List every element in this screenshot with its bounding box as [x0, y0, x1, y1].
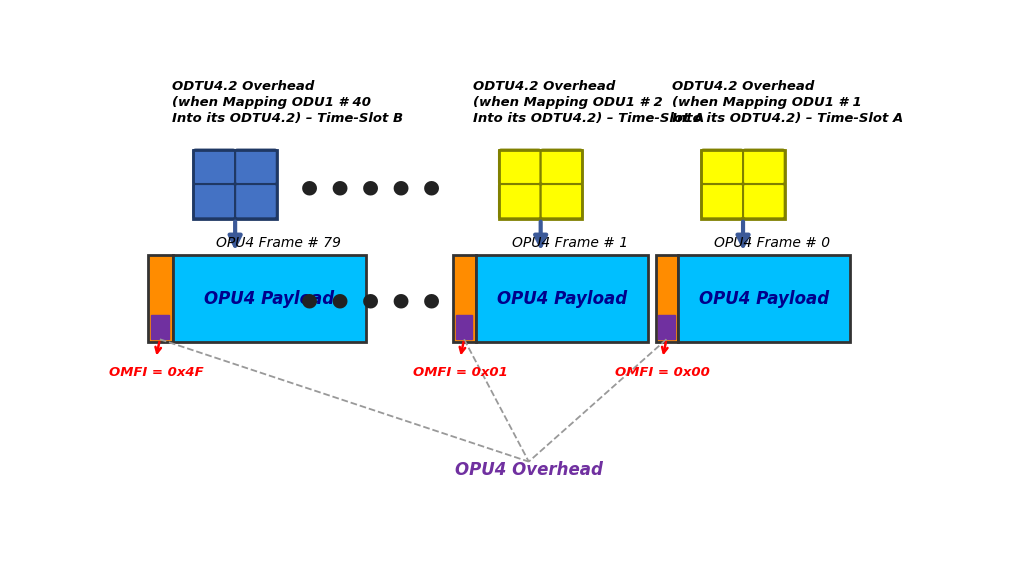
Text: OPU4 Frame # 79: OPU4 Frame # 79	[216, 236, 341, 250]
FancyBboxPatch shape	[151, 315, 169, 339]
FancyBboxPatch shape	[476, 255, 648, 342]
Text: OPU4 Payload: OPU4 Payload	[699, 290, 829, 308]
Text: ●  ●  ●  ●  ●: ● ● ● ● ●	[301, 290, 439, 309]
FancyBboxPatch shape	[655, 255, 678, 342]
Text: OPU4 Frame # 1: OPU4 Frame # 1	[512, 236, 628, 250]
FancyBboxPatch shape	[701, 150, 743, 184]
FancyBboxPatch shape	[499, 150, 541, 184]
Text: ●  ●  ●  ●  ●: ● ● ● ● ●	[301, 177, 439, 196]
FancyBboxPatch shape	[236, 150, 276, 184]
FancyBboxPatch shape	[541, 184, 583, 218]
Text: OMFI = 0x4F: OMFI = 0x4F	[109, 366, 203, 379]
Text: OPU4 Payload: OPU4 Payload	[497, 290, 627, 308]
FancyBboxPatch shape	[541, 150, 583, 184]
Text: ODTU4.2 Overhead
(when Mapping ODU1 # 40
Into its ODTU4.2) – Time-Slot B: ODTU4.2 Overhead (when Mapping ODU1 # 40…	[172, 80, 402, 125]
FancyBboxPatch shape	[743, 184, 784, 218]
Text: OMFI = 0x01: OMFI = 0x01	[413, 366, 508, 379]
Text: OPU4 Frame # 0: OPU4 Frame # 0	[715, 236, 830, 250]
Text: OMFI = 0x00: OMFI = 0x00	[615, 366, 710, 379]
Text: OPU4 Payload: OPU4 Payload	[205, 290, 335, 308]
FancyBboxPatch shape	[194, 150, 236, 184]
FancyBboxPatch shape	[147, 255, 173, 342]
FancyBboxPatch shape	[499, 184, 541, 218]
Text: ODTU4.2 Overhead
(when Mapping ODU1 # 2
Into its ODTU4.2) – Time-Slot A: ODTU4.2 Overhead (when Mapping ODU1 # 2 …	[473, 80, 705, 125]
FancyBboxPatch shape	[658, 315, 675, 339]
FancyBboxPatch shape	[173, 255, 367, 342]
FancyBboxPatch shape	[678, 255, 850, 342]
FancyBboxPatch shape	[236, 184, 276, 218]
Text: OPU4 Overhead: OPU4 Overhead	[455, 461, 603, 479]
Text: ODTU4.2 Overhead
(when Mapping ODU1 # 1
Into its ODTU4.2) – Time-Slot A: ODTU4.2 Overhead (when Mapping ODU1 # 1 …	[672, 80, 903, 125]
FancyBboxPatch shape	[456, 315, 472, 339]
FancyBboxPatch shape	[743, 150, 784, 184]
FancyBboxPatch shape	[454, 255, 476, 342]
FancyBboxPatch shape	[701, 184, 743, 218]
FancyBboxPatch shape	[194, 184, 236, 218]
